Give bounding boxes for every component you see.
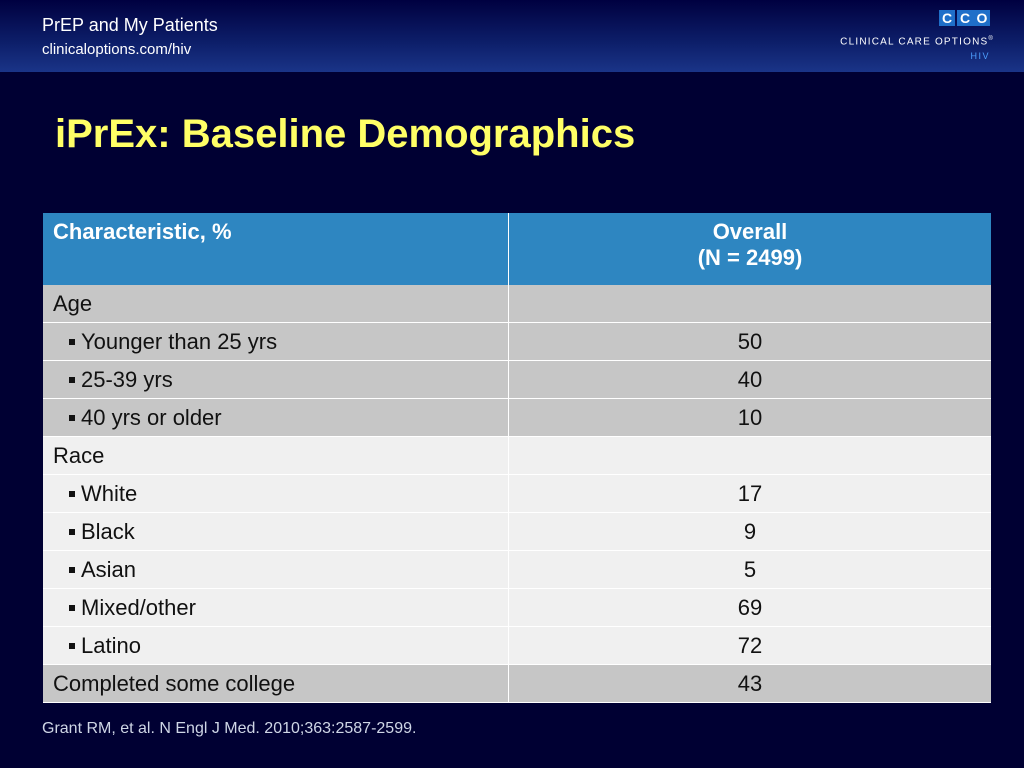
presentation-title: PrEP and My Patients (42, 15, 218, 35)
overall-value-cell: 10 (508, 398, 991, 437)
table-row: White 17 (43, 474, 991, 513)
square-bullet-icon (69, 566, 75, 573)
characteristic-cell: 40 yrs or older (43, 398, 509, 437)
source-url: clinicaloptions.com/hiv (42, 41, 192, 58)
citation-footnote: Grant RM, et al. N Engl J Med. 2010;363:… (42, 720, 417, 737)
logo-name: CLINICAL CARE OPTIONS (840, 36, 989, 48)
column-header-overall: Overall (N = 2499) (508, 213, 991, 285)
characteristic-label: Latino (81, 632, 141, 658)
characteristic-label: White (81, 480, 138, 506)
overall-value-cell: 43 (508, 664, 991, 703)
table-body: Age Younger than 25 yrs 50 25-39 yrs 40 40 yr… (43, 285, 991, 703)
logo-letter-1: C (941, 10, 953, 26)
header-bar: PrEP and My Patients clinicaloptions.com… (0, 0, 1024, 72)
characteristic-cell: Latino (43, 626, 509, 665)
characteristic-label: 25-39 yrs (81, 366, 173, 392)
logo-box-right (957, 10, 990, 26)
logo-subtitle: HIV (970, 51, 990, 61)
table-row: Latino 72 (43, 626, 991, 665)
characteristic-cell: White (43, 474, 509, 513)
characteristic-cell: Black (43, 512, 509, 551)
overall-value-cell: 72 (508, 626, 991, 665)
characteristic-cell: Race (43, 436, 509, 475)
table-row: Race (43, 436, 991, 475)
square-bullet-icon (69, 338, 75, 345)
characteristic-label: 40 yrs or older (81, 404, 222, 430)
logo-box-left (939, 10, 955, 26)
table-row: Younger than 25 yrs 50 (43, 322, 991, 361)
characteristic-cell: 25-39 yrs (43, 360, 509, 399)
table-row: 40 yrs or older 10 (43, 398, 991, 437)
cco-logo-icon: C C O (939, 10, 990, 26)
column-header-characteristic: Characteristic, % (43, 213, 509, 285)
logo-text: CLINICAL CARE OPTIONS® (840, 36, 994, 47)
square-bullet-icon (69, 490, 75, 497)
characteristic-label: Race (53, 442, 105, 468)
characteristic-cell: Age (43, 285, 509, 323)
demographics-table: Characteristic, % Overall (N = 2499) Age… (43, 213, 991, 703)
characteristic-label: Asian (81, 556, 137, 582)
table-row: Black 9 (43, 512, 991, 551)
overall-header-line1: Overall (712, 219, 788, 244)
table-row: Asian 5 (43, 550, 991, 589)
overall-value-cell: 50 (508, 322, 991, 361)
characteristic-cell: Asian (43, 550, 509, 589)
characteristic-label: Younger than 25 yrs (81, 328, 278, 354)
characteristic-cell: Younger than 25 yrs (43, 322, 509, 361)
logo-mark: ® (988, 36, 994, 42)
characteristic-cell: Completed some college (43, 664, 509, 703)
overall-value-cell: 17 (508, 474, 991, 513)
logo-letter-3: O (976, 10, 988, 26)
overall-value-cell: 40 (508, 360, 991, 399)
characteristic-label: Mixed/other (81, 594, 196, 620)
table-row: Mixed/other 69 (43, 588, 991, 627)
characteristic-label: Completed some college (53, 670, 296, 696)
square-bullet-icon (69, 414, 75, 421)
overall-value-cell: 69 (508, 588, 991, 627)
table-header-row: Characteristic, % Overall (N = 2499) (43, 213, 991, 285)
characteristic-label: Black (81, 518, 135, 544)
table-row: 25-39 yrs 40 (43, 360, 991, 399)
characteristic-label: Age (53, 290, 93, 316)
slide-title: iPrEx: Baseline Demographics (55, 112, 636, 156)
overall-value-cell (508, 285, 991, 323)
square-bullet-icon (69, 376, 75, 383)
overall-value-cell: 9 (508, 512, 991, 551)
overall-value-cell (508, 436, 991, 475)
square-bullet-icon (69, 604, 75, 611)
overall-value-cell: 5 (508, 550, 991, 589)
table-row: Age (43, 285, 991, 323)
square-bullet-icon (69, 642, 75, 649)
square-bullet-icon (69, 528, 75, 535)
characteristic-cell: Mixed/other (43, 588, 509, 627)
overall-header-line2: (N = 2499) (697, 245, 803, 270)
logo-letter-2: C (959, 10, 971, 26)
table-row: Completed some college 43 (43, 664, 991, 703)
